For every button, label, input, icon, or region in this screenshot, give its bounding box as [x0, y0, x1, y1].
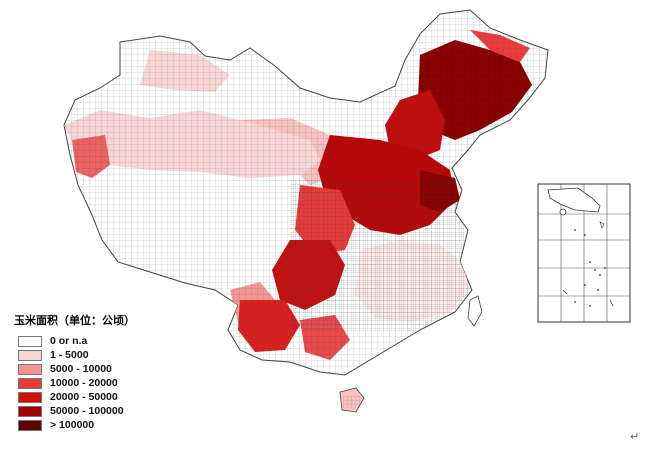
- legend-label: 5000 - 10000: [50, 363, 112, 375]
- legend-label: 10000 - 20000: [50, 377, 118, 389]
- legend-label: 20000 - 50000: [50, 391, 118, 403]
- map-legend: 玉米面积（单位：公顷） 0 or n.a 1 - 5000 5000 - 10000…: [12, 312, 192, 432]
- legend-swatch: [18, 419, 42, 431]
- legend-title: 玉米面积（单位：公顷）: [14, 314, 135, 327]
- hainan-island: [339, 387, 365, 413]
- legend-item: > 100000: [12, 418, 192, 432]
- south-china-sea-inset: [537, 183, 631, 323]
- legend-item: 10000 - 20000: [12, 376, 192, 390]
- legend-item: 1 - 5000: [12, 348, 192, 362]
- legend-item: 20000 - 50000: [12, 390, 192, 404]
- legend-label: 1 - 5000: [50, 349, 89, 361]
- legend-swatch: [18, 335, 42, 347]
- legend-swatch: [18, 349, 42, 361]
- legend-label: 0 or n.a: [50, 335, 88, 347]
- legend-label: 50000 - 100000: [50, 405, 124, 417]
- legend-item: 5000 - 10000: [12, 362, 192, 376]
- taiwan-island: [467, 295, 483, 327]
- legend-label: > 100000: [50, 419, 95, 431]
- legend-swatch: [18, 377, 42, 389]
- legend-swatch: [18, 405, 42, 417]
- paragraph-return-mark: ↵: [630, 430, 640, 443]
- legend-swatch: [18, 363, 42, 375]
- legend-items: 0 or n.a 1 - 5000 5000 - 10000 10000 - 2000…: [12, 334, 192, 432]
- legend-swatch: [18, 391, 42, 403]
- legend-item: 50000 - 100000: [12, 404, 192, 418]
- legend-item: 0 or n.a: [12, 334, 192, 348]
